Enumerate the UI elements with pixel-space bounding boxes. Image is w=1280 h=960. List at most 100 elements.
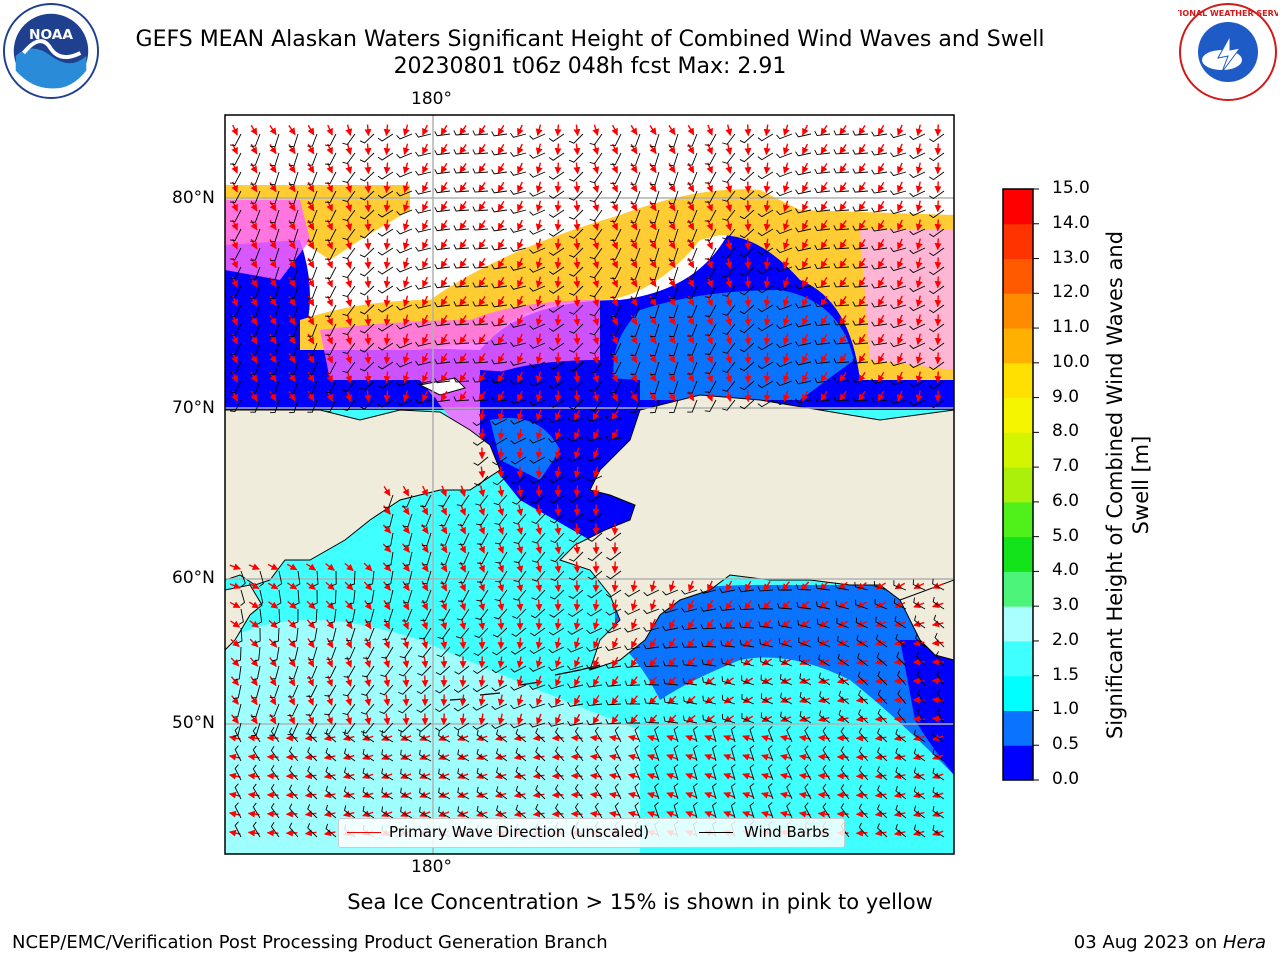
wave-direction-arrow — [287, 619, 297, 629]
wave-direction-arrow — [535, 124, 543, 136]
wave-direction-arrow — [649, 599, 657, 611]
wave-direction-arrow — [268, 601, 279, 609]
wind-barb — [929, 152, 945, 162]
wave-direction-arrow — [858, 239, 866, 250]
wind-barb — [871, 150, 888, 156]
wave-direction-arrow — [383, 124, 391, 137]
wave-direction-arrow — [573, 542, 581, 555]
wave-direction-arrow — [893, 810, 906, 818]
wave-direction-arrow — [763, 238, 771, 251]
wave-direction-arrow — [383, 219, 391, 232]
wave-direction-arrow — [763, 295, 771, 308]
wave-direction-arrow — [422, 124, 429, 136]
wave-direction-arrow — [782, 238, 790, 250]
wave-direction-arrow — [497, 542, 504, 554]
wave-direction-arrow — [513, 753, 526, 761]
colorbar-tick-label: 14.0 — [1052, 212, 1090, 233]
colorbar-tick-label: 10.0 — [1052, 351, 1090, 372]
wave-direction-arrow — [592, 352, 600, 364]
wave-direction-arrow — [459, 504, 466, 516]
nws-logo: NATIONAL WEATHER SERVICE — [1178, 3, 1278, 101]
wave-direction-arrow — [497, 219, 505, 231]
wave-direction-arrow — [419, 753, 431, 760]
wave-direction-arrow — [402, 333, 410, 345]
colorbar-tick-label: 13.0 — [1052, 247, 1090, 268]
wave-direction-arrow — [877, 371, 885, 383]
wave-direction-arrow — [497, 314, 505, 326]
colorbar-segment — [1003, 432, 1033, 468]
wave-direction-arrow — [288, 334, 296, 345]
wave-direction-arrow — [915, 238, 923, 251]
wave-direction-arrow — [345, 295, 353, 307]
wave-direction-arrow — [383, 675, 391, 688]
wave-direction-arrow — [763, 371, 771, 384]
wave-direction-arrow — [516, 523, 524, 535]
wave-direction-arrow — [249, 620, 259, 628]
wind-barb — [548, 171, 565, 180]
wave-direction-arrow — [286, 563, 298, 571]
wave-direction-arrow — [532, 772, 545, 780]
wave-direction-arrow — [364, 675, 372, 688]
wave-direction-arrow — [497, 257, 505, 269]
wave-direction-arrow — [383, 390, 391, 403]
colorbar-segment — [1003, 189, 1033, 225]
wind-barb — [250, 152, 261, 166]
wave-direction-arrow — [915, 295, 923, 308]
wave-direction-arrow — [250, 124, 258, 136]
wave-direction-arrow — [269, 296, 277, 307]
wave-direction-arrow — [326, 637, 334, 649]
wave-direction-arrow — [855, 772, 868, 780]
wave-direction-arrow — [364, 295, 372, 308]
wave-direction-arrow — [438, 753, 450, 760]
wave-direction-arrow — [249, 657, 259, 667]
wave-direction-arrow — [856, 601, 868, 609]
wave-direction-arrow — [535, 580, 543, 593]
wave-direction-arrow — [269, 144, 277, 155]
wave-direction-arrow — [647, 791, 659, 799]
wave-direction-arrow — [497, 561, 505, 573]
wave-direction-arrow — [593, 656, 600, 668]
wave-direction-arrow — [269, 258, 277, 269]
wave-direction-arrow — [573, 333, 581, 346]
wind-barb — [359, 133, 375, 144]
wind-barb — [739, 152, 755, 163]
wave-direction-arrow — [422, 219, 429, 231]
wave-direction-arrow — [345, 257, 353, 269]
wave-direction-arrow — [897, 257, 904, 269]
wave-direction-arrow — [744, 352, 752, 365]
wave-direction-arrow — [402, 675, 410, 688]
wave-direction-arrow — [573, 599, 581, 612]
wave-direction-arrow — [573, 314, 581, 327]
footer-date: 03 Aug 2023 on Hera — [1074, 932, 1266, 953]
wind-barb — [415, 151, 432, 157]
wave-direction-arrow — [478, 220, 486, 231]
wave-direction-arrow — [800, 581, 810, 591]
wave-direction-arrow — [592, 485, 600, 498]
wave-direction-arrow — [666, 754, 678, 761]
wave-direction-arrow — [649, 239, 657, 250]
wave-direction-arrow — [668, 618, 676, 630]
wave-direction-arrow — [725, 371, 733, 384]
colorbar-segment — [1003, 258, 1033, 294]
wave-direction-arrow — [630, 637, 638, 649]
wave-direction-arrow — [897, 219, 904, 231]
wave-direction-arrow — [459, 485, 467, 497]
wave-direction-arrow — [517, 200, 524, 212]
wave-direction-arrow — [535, 637, 543, 650]
wave-direction-arrow — [915, 352, 923, 365]
wave-direction-arrow — [363, 562, 373, 572]
wave-direction-arrow — [288, 372, 296, 383]
wave-direction-arrow — [513, 810, 526, 818]
colorbar-tick-label: 2.0 — [1052, 629, 1080, 650]
wave-direction-arrow — [820, 143, 828, 155]
wave-direction-arrow — [705, 715, 715, 723]
wave-direction-arrow — [780, 791, 792, 799]
wave-direction-arrow — [535, 181, 543, 193]
wave-direction-arrow — [554, 314, 562, 327]
wave-direction-arrow — [478, 258, 486, 269]
wind-barb — [589, 152, 603, 165]
wave-direction-arrow — [877, 314, 885, 326]
wave-direction-arrow — [874, 658, 887, 666]
wave-direction-arrow — [858, 372, 866, 383]
